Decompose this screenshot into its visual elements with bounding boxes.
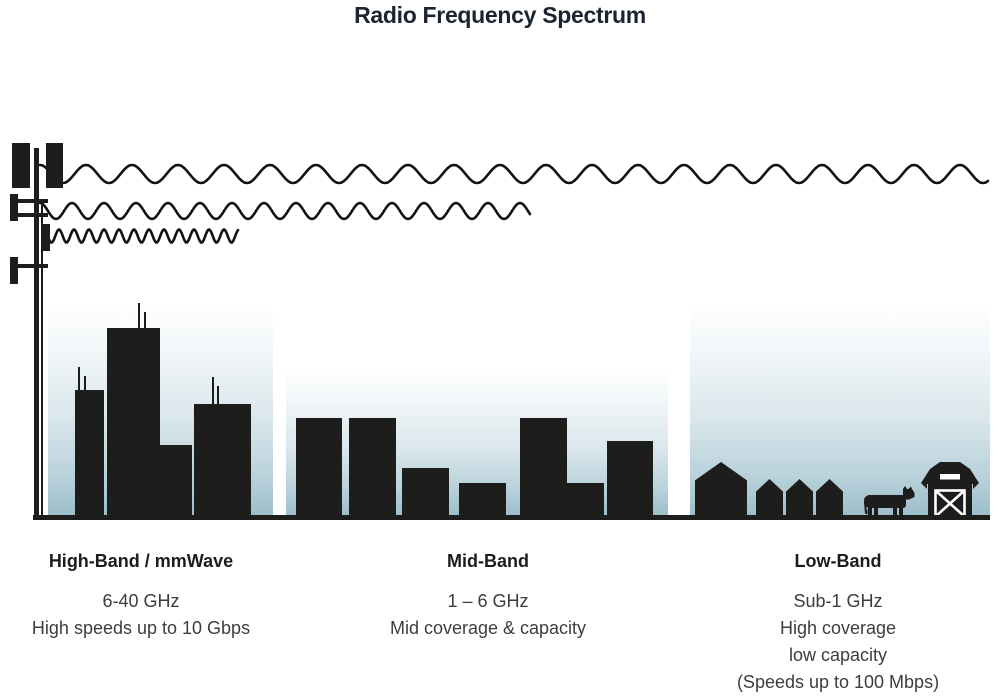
tower-crossbar: [16, 213, 48, 217]
skyscraper: [160, 445, 192, 516]
mid-band-wave: [38, 201, 532, 221]
high-band-frequency: 6-40 GHz: [102, 591, 180, 611]
mid-band-heading: Mid-Band: [447, 551, 529, 571]
building: [520, 418, 567, 516]
low-band-description: High coverage: [779, 618, 897, 638]
low-band-wave: [38, 163, 990, 185]
low-band-description: (Speeds up to 100 Mbps): [736, 672, 940, 692]
tower-mast-secondary: [41, 205, 43, 516]
building: [296, 418, 342, 516]
rooftop-antenna: [144, 312, 146, 330]
high-band-heading: High-Band / mmWave: [48, 551, 234, 571]
mid-band-description: Mid coverage & capacity: [389, 618, 587, 638]
tower-crossbar: [15, 264, 48, 268]
high-band-description: High speeds up to 10 Gbps: [31, 618, 251, 638]
skyscraper: [75, 390, 104, 516]
rooftop-antenna: [217, 386, 219, 406]
tower-side-panel: [10, 257, 18, 284]
tower-crossbar: [16, 199, 48, 203]
low-band-heading: Low-Band: [794, 551, 882, 571]
low-band-label: Low-Band Sub-1 GHz High coverage low cap…: [688, 551, 988, 696]
tower-antenna-panel-left: [12, 143, 30, 188]
page-title: Radio Frequency Spectrum: [354, 2, 646, 28]
tower-side-panel: [10, 194, 18, 221]
low-band-description: low capacity: [788, 645, 888, 665]
rooftop-antenna: [78, 367, 80, 392]
mid-band-label: Mid-Band 1 – 6 GHz Mid coverage & capaci…: [346, 551, 630, 642]
rooftop-antenna: [212, 377, 214, 406]
cow-icon: [863, 486, 915, 517]
tower-mast: [34, 148, 39, 516]
skyscraper: [107, 328, 160, 516]
ground-line: [33, 515, 990, 520]
building: [607, 441, 653, 516]
tower-antenna-panel-right: [46, 143, 63, 188]
rooftop-antenna: [84, 376, 86, 392]
skyscraper: [194, 404, 251, 516]
building: [567, 483, 604, 516]
building: [459, 483, 506, 516]
high-band-label: High-Band / mmWave 6-40 GHz High speeds …: [20, 551, 262, 642]
mid-band-frequency: 1 – 6 GHz: [447, 591, 529, 611]
low-band-frequency: Sub-1 GHz: [793, 591, 883, 611]
building: [402, 468, 449, 516]
rooftop-antenna: [138, 303, 140, 330]
high-band-wave: [42, 227, 240, 244]
barn-icon: [921, 462, 979, 518]
tower-side-panel: [43, 224, 50, 251]
building: [349, 418, 396, 516]
